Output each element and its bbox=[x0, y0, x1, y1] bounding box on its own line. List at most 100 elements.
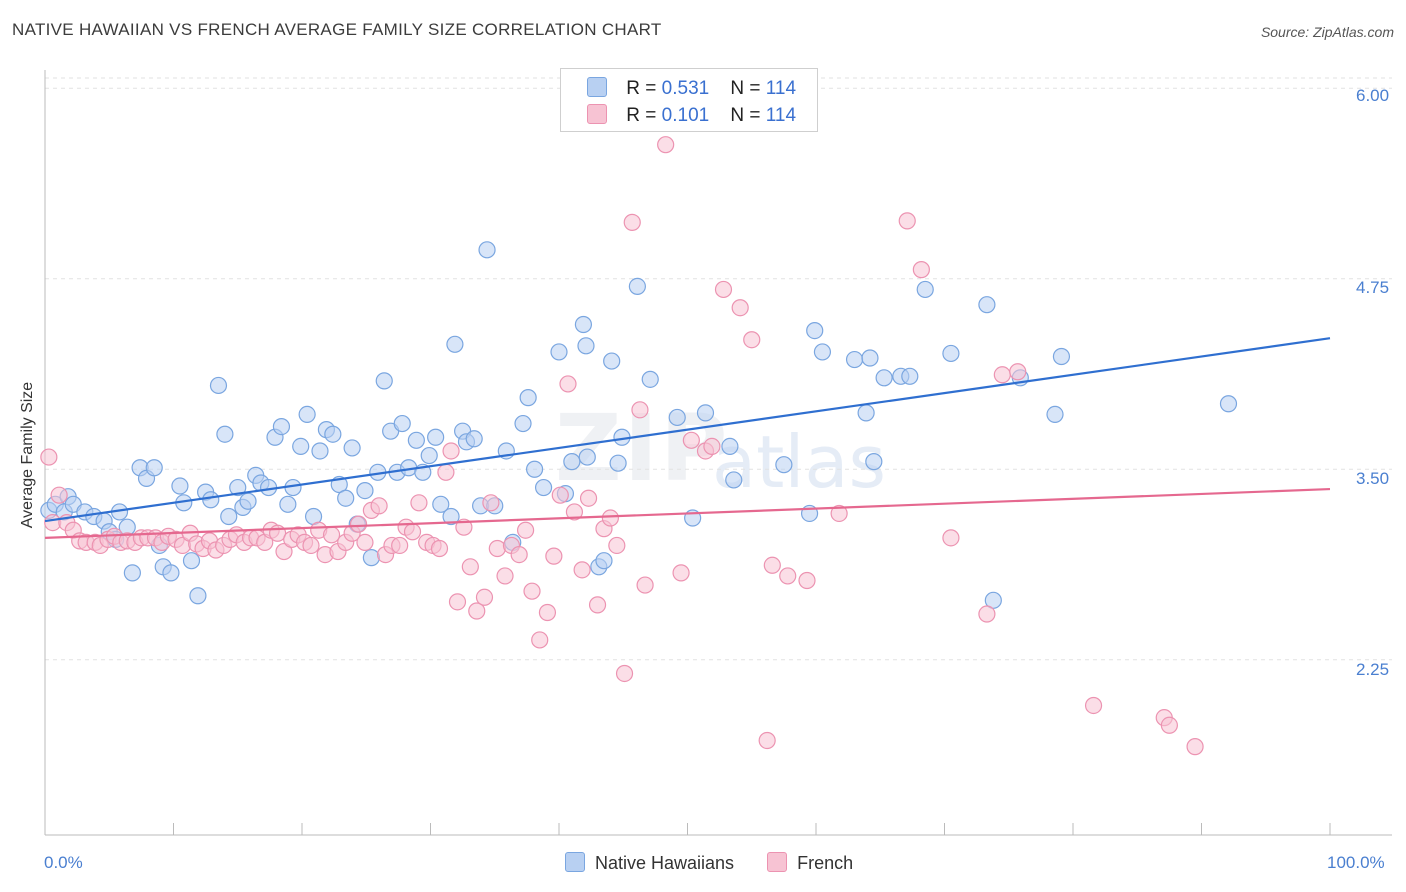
french-point bbox=[559, 375, 577, 393]
native-hawaiian-point bbox=[279, 495, 297, 513]
french-point bbox=[1160, 716, 1178, 734]
legend-row-native-hawaiians: R = 0.531 N = 114 bbox=[587, 77, 796, 99]
legend-r-label: R = bbox=[626, 105, 657, 126]
french-point bbox=[714, 280, 733, 299]
french-point bbox=[531, 631, 549, 649]
native-hawaiian-point bbox=[725, 471, 743, 489]
native-hawaiian-point bbox=[550, 343, 568, 361]
y-tick-label: 6.00 bbox=[1356, 86, 1390, 105]
native-hawaiian-point bbox=[375, 372, 393, 390]
french-point bbox=[370, 497, 388, 515]
x-tick-label-max: 100.0% bbox=[1327, 853, 1385, 872]
chart-title: NATIVE HAWAIIAN VS FRENCH AVERAGE FAMILY… bbox=[12, 20, 662, 39]
french-point bbox=[448, 593, 467, 611]
y-tick-label: 3.50 bbox=[1356, 469, 1390, 488]
native-hawaiian-point bbox=[563, 453, 581, 471]
native-hawaiian-point bbox=[603, 352, 621, 370]
legend-item-native-hawaiians[interactable]: Native Hawaiians bbox=[565, 852, 734, 874]
legend-row-french: R = 0.101 N = 114 bbox=[587, 104, 796, 126]
french-point bbox=[1186, 738, 1204, 756]
french-point bbox=[551, 486, 569, 504]
french-point bbox=[573, 561, 591, 579]
native-hawaiian-point bbox=[628, 277, 646, 295]
french-point bbox=[758, 731, 776, 750]
french-point bbox=[763, 556, 781, 574]
native-hawaiian-point bbox=[875, 369, 893, 387]
native-hawaiian-point bbox=[298, 405, 316, 424]
french-point bbox=[703, 437, 721, 456]
native-hawaiian-point bbox=[337, 489, 355, 507]
legend-item-french[interactable]: French bbox=[767, 852, 853, 874]
native-hawaiian-point bbox=[162, 564, 180, 582]
x-tick-label-min: 0.0% bbox=[44, 853, 83, 872]
french-point bbox=[437, 463, 455, 481]
native-hawaiian-point bbox=[220, 507, 238, 526]
french-point bbox=[430, 539, 449, 558]
french-point bbox=[516, 521, 535, 539]
native-hawaiian-point bbox=[446, 335, 464, 353]
french-point bbox=[993, 366, 1011, 384]
correlation-legend: R = 0.531 N = 114 R = 0.101 N = 114 bbox=[560, 68, 818, 132]
native-hawaiian-point bbox=[775, 456, 793, 474]
french-point bbox=[798, 571, 816, 590]
y-axis-label: Average Family Size bbox=[19, 381, 36, 529]
native-hawaiian-point bbox=[525, 460, 544, 478]
french-point bbox=[461, 558, 479, 576]
legend-swatch-pink bbox=[767, 852, 788, 872]
french-point bbox=[510, 546, 528, 564]
native-hawaiian-point bbox=[916, 280, 934, 299]
french-point bbox=[731, 299, 749, 317]
french-point bbox=[942, 529, 960, 547]
french-point bbox=[579, 489, 598, 507]
y-tick-label: 4.75 bbox=[1356, 278, 1390, 297]
y-tick-label: 2.25 bbox=[1356, 660, 1390, 679]
french-point bbox=[538, 603, 557, 622]
native-hawaiian-point bbox=[171, 477, 189, 495]
native-hawaiian-point bbox=[465, 430, 483, 448]
legend-r-label: R = bbox=[626, 78, 657, 99]
native-hawaiian-point bbox=[534, 478, 553, 497]
native-hawaiian-point bbox=[393, 414, 411, 433]
native-hawaiian-point bbox=[420, 446, 438, 465]
native-hawaiian-point bbox=[182, 552, 201, 570]
french-point bbox=[302, 536, 320, 555]
french-point bbox=[442, 442, 460, 460]
french-point bbox=[356, 533, 374, 552]
native-hawaiian-point bbox=[145, 459, 163, 477]
native-hawaiian-point bbox=[442, 507, 460, 526]
french-point bbox=[275, 542, 293, 561]
watermark-atlas: atlas bbox=[712, 420, 886, 504]
native-hawaiian-point bbox=[407, 431, 425, 449]
native-hawaiian-point bbox=[641, 370, 659, 388]
french-point bbox=[682, 431, 700, 449]
native-hawaiian-point bbox=[362, 549, 380, 567]
legend-n-label: N = bbox=[730, 105, 761, 126]
legend-label: French bbox=[797, 853, 854, 873]
legend-swatch-pink bbox=[587, 104, 607, 124]
native-hawaiian-point bbox=[229, 478, 247, 497]
native-hawaiian-point bbox=[609, 454, 627, 472]
french-point bbox=[565, 503, 584, 521]
legend-swatch-blue bbox=[565, 852, 585, 872]
french-point bbox=[50, 486, 68, 504]
native-hawaiian-point bbox=[292, 437, 310, 456]
native-hawaiian-point bbox=[324, 425, 342, 443]
series-legend: Native Hawaiians French bbox=[565, 852, 881, 874]
native-hawaiian-point bbox=[272, 417, 291, 436]
french-point bbox=[40, 448, 58, 466]
native-hawaiian-point bbox=[721, 437, 739, 456]
native-hawaiian-point bbox=[356, 481, 374, 500]
native-hawaiian-point bbox=[696, 404, 715, 422]
french-point bbox=[391, 536, 409, 555]
french-point bbox=[1084, 696, 1103, 715]
french-point bbox=[912, 261, 930, 279]
chart-source: Source: ZipAtlas.com bbox=[1260, 24, 1394, 40]
legend-n-value: 114 bbox=[765, 105, 797, 126]
native-hawaiian-point bbox=[845, 350, 864, 369]
french-point bbox=[743, 331, 761, 349]
native-hawaiian-point bbox=[514, 414, 532, 433]
native-hawaiian-point bbox=[574, 315, 593, 334]
native-hawaiian-point bbox=[668, 408, 686, 427]
legend-r-value: 0.531 bbox=[661, 78, 710, 99]
